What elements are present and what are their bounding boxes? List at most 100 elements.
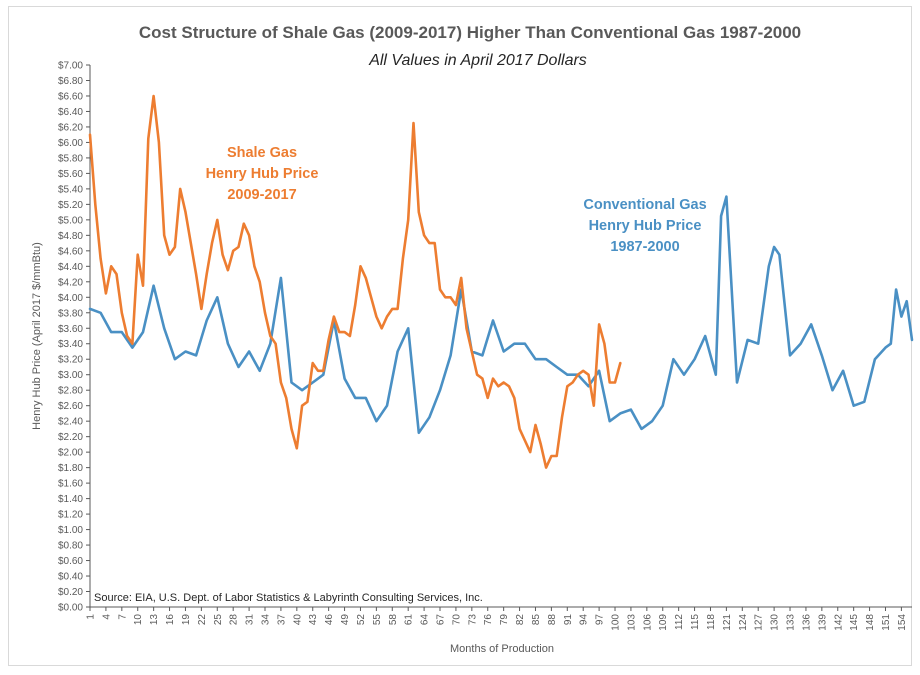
series-line-shale-gas xyxy=(88,94,622,469)
x-tick-label: 124 xyxy=(738,614,749,631)
x-tick-label: 64 xyxy=(420,614,431,626)
y-tick-label: $5.40 xyxy=(58,184,83,195)
x-tick-label: 7 xyxy=(117,614,128,620)
series-line-conventional-gas xyxy=(88,195,914,435)
y-tick-label: $5.60 xyxy=(58,169,83,180)
x-tick-label: 19 xyxy=(181,614,192,626)
y-tick-label: $2.00 xyxy=(58,448,83,459)
x-tick-label: 109 xyxy=(658,614,669,631)
y-tick-label: $1.20 xyxy=(58,510,83,521)
y-tick-label: $4.00 xyxy=(58,293,83,304)
x-tick-label: 139 xyxy=(817,614,828,631)
annotation-shale-gas: Shale Gas Henry Hub Price 2009-2017 xyxy=(206,145,319,203)
x-tick-label: 130 xyxy=(770,614,781,631)
x-tick-label: 16 xyxy=(165,614,176,626)
y-tick-label: $3.80 xyxy=(58,308,83,319)
y-tick-label: $6.60 xyxy=(58,91,83,102)
x-tick-label: 40 xyxy=(292,614,303,626)
x-tick-label: 112 xyxy=(674,614,685,630)
x-tick-label: 67 xyxy=(436,614,447,626)
x-tick-label: 58 xyxy=(388,614,399,626)
y-tick-label: $6.20 xyxy=(58,122,83,133)
x-tick-label: 145 xyxy=(849,614,860,631)
y-tick-label: $3.60 xyxy=(58,324,83,335)
y-tick-label: $1.60 xyxy=(58,479,83,490)
y-axis-label: Henry Hub Price (April 2017 $/mmBtu) xyxy=(31,242,43,430)
x-tick-label: 88 xyxy=(547,614,558,626)
x-tick-label: 13 xyxy=(149,614,160,626)
x-tick-label: 91 xyxy=(563,614,574,626)
y-tick-label: $4.60 xyxy=(58,246,83,257)
y-tick-label: $2.40 xyxy=(58,417,83,428)
x-tick-label: 148 xyxy=(865,614,876,631)
x-tick-label: 97 xyxy=(595,614,606,626)
y-tick-label: $5.20 xyxy=(58,200,83,211)
y-tick-label: $1.00 xyxy=(58,525,83,536)
y-tick-label: $6.00 xyxy=(58,138,83,149)
x-tick-label: 151 xyxy=(881,614,892,631)
x-tick-label: 52 xyxy=(356,614,367,626)
chart-title: Cost Structure of Shale Gas (2009-2017) … xyxy=(139,23,801,42)
y-tick-label: $3.40 xyxy=(58,339,83,350)
x-tick-label: 133 xyxy=(786,614,797,631)
y-tick-label: $4.80 xyxy=(58,231,83,242)
y-tick-label: $4.40 xyxy=(58,262,83,273)
x-tick-label: 46 xyxy=(324,614,335,626)
y-tick-label: $7.00 xyxy=(58,61,83,72)
x-tick-label: 103 xyxy=(626,614,637,631)
x-tick-label: 31 xyxy=(245,614,256,626)
series-group xyxy=(88,94,914,469)
x-tick-label: 118 xyxy=(706,614,717,630)
x-tick-label: 34 xyxy=(261,614,272,626)
x-tick-label: 100 xyxy=(611,614,622,631)
x-tick-label: 37 xyxy=(276,614,287,626)
x-tick-label: 10 xyxy=(133,614,144,626)
y-tick-label: $2.80 xyxy=(58,386,83,397)
y-tick-label: $6.80 xyxy=(58,76,83,87)
x-tick-label: 79 xyxy=(499,614,510,626)
chart-subtitle: All Values in April 2017 Dollars xyxy=(368,52,587,69)
x-tick-label: 28 xyxy=(229,614,240,626)
y-tick-label: $2.60 xyxy=(58,401,83,412)
annotation-line: Henry Hub Price xyxy=(589,218,702,234)
annotation-line: Conventional Gas xyxy=(583,197,706,213)
y-tick-label: $0.40 xyxy=(58,572,83,583)
x-tick-label: 1 xyxy=(86,614,97,620)
y-tick-label: $1.80 xyxy=(58,463,83,474)
x-tick-label: 115 xyxy=(690,614,701,630)
x-tick-label: 43 xyxy=(308,614,319,626)
annotation-line: 2009-2017 xyxy=(227,187,296,203)
y-tick-label: $0.60 xyxy=(58,556,83,567)
y-tick-label: $0.00 xyxy=(58,603,83,614)
y-tick-label: $0.20 xyxy=(58,587,83,598)
x-tick-label: 73 xyxy=(467,614,478,626)
x-tick-label: 136 xyxy=(801,614,812,631)
y-tick-label: $0.80 xyxy=(58,541,83,552)
x-tick-label: 49 xyxy=(340,614,351,626)
x-tick-label: 4 xyxy=(101,614,112,620)
x-tick-label: 142 xyxy=(833,614,844,631)
x-tick-label: 106 xyxy=(642,614,653,631)
y-tick-label: $4.20 xyxy=(58,277,83,288)
x-tick-label: 22 xyxy=(197,614,208,626)
annotation-line: 1987-2000 xyxy=(610,239,679,255)
y-tick-label: $5.80 xyxy=(58,153,83,164)
annotation-line: Henry Hub Price xyxy=(206,166,319,182)
annotations: Shale Gas Henry Hub Price 2009-2017 Convent… xyxy=(206,145,707,255)
x-tick-label: 85 xyxy=(531,614,542,626)
y-tick-label: $5.00 xyxy=(58,215,83,226)
chart-frame xyxy=(8,6,912,666)
annotation-line: Shale Gas xyxy=(227,145,297,161)
y-tick-label: $2.20 xyxy=(58,432,83,443)
y-tick-label: $3.00 xyxy=(58,370,83,381)
y-tick-label: $6.40 xyxy=(58,107,83,118)
x-tick-label: 154 xyxy=(897,614,908,631)
x-tick-label: 76 xyxy=(483,614,494,626)
x-tick-label: 61 xyxy=(404,614,415,626)
x-tick-label: 55 xyxy=(372,614,383,626)
x-tick-label: 25 xyxy=(213,614,224,626)
y-tick-label: $1.40 xyxy=(58,494,83,505)
x-axis: 1 4 7 10 13 16 19 22 25 28 31 34 37 40 43 46 49 52 55 58 61 6… xyxy=(86,606,912,631)
x-tick-label: 70 xyxy=(451,614,462,626)
